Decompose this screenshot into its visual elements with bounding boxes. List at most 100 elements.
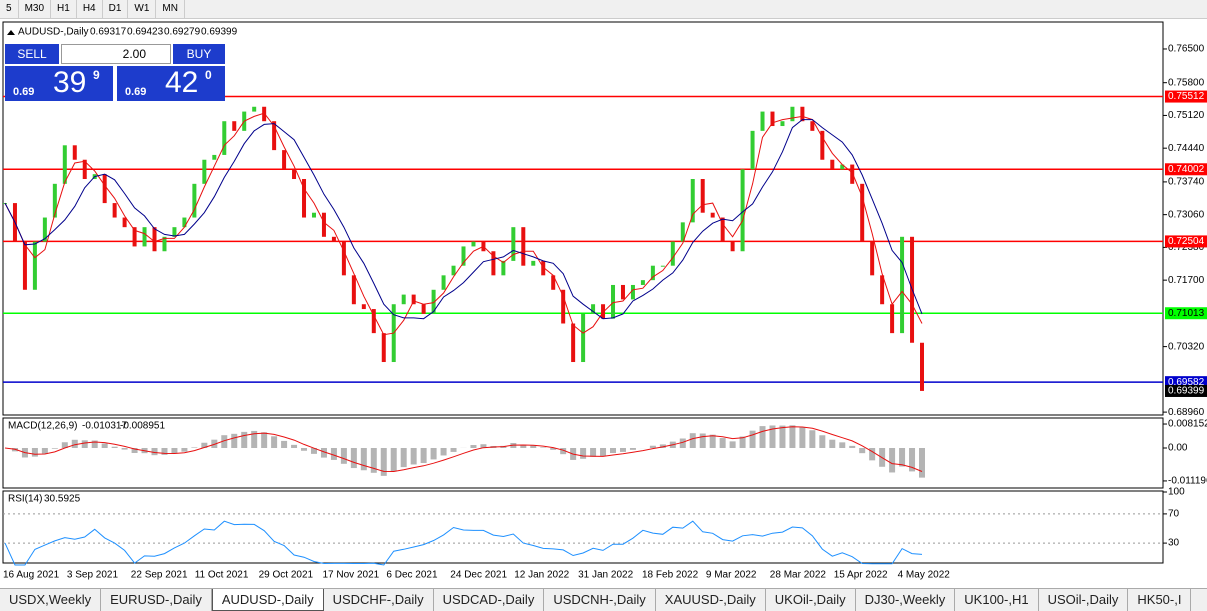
y-tick-label: 0.68960 bbox=[1168, 407, 1205, 418]
timeframe-button[interactable]: 5 bbox=[0, 0, 19, 18]
macd-bar bbox=[540, 447, 546, 448]
macd-bar bbox=[799, 427, 805, 448]
chart-tab[interactable]: USDCHF-,Daily bbox=[324, 589, 434, 611]
candle bbox=[452, 266, 456, 276]
buy-button[interactable]: BUY bbox=[173, 44, 225, 64]
macd-bar bbox=[819, 435, 825, 448]
price-pip: 9 bbox=[93, 68, 100, 82]
macd-bar bbox=[859, 448, 865, 453]
timeframe-button[interactable]: W1 bbox=[128, 0, 156, 18]
macd-bar bbox=[690, 433, 696, 448]
sell-button[interactable]: SELL bbox=[5, 44, 59, 64]
timeframe-button[interactable]: H4 bbox=[77, 0, 103, 18]
chart-tab[interactable]: HK50-,I bbox=[1128, 589, 1191, 611]
date-label: 28 Mar 2022 bbox=[770, 570, 827, 581]
sell-price[interactable]: 0.69 39 9 bbox=[5, 66, 113, 101]
macd-bar bbox=[301, 448, 307, 451]
candle bbox=[202, 160, 206, 184]
macd-bar bbox=[899, 448, 905, 467]
macd-bar bbox=[470, 445, 476, 448]
chart-tab[interactable]: USDCAD-,Daily bbox=[434, 589, 545, 611]
macd-bar bbox=[700, 433, 706, 448]
chart-tab[interactable]: USDX,Weekly bbox=[0, 589, 101, 611]
candle bbox=[282, 150, 286, 169]
macd-bar bbox=[789, 425, 795, 448]
candle bbox=[212, 155, 216, 160]
y-tick-label: 70 bbox=[1168, 509, 1180, 520]
level-label: 0.72504 bbox=[1168, 236, 1205, 247]
chart-tab[interactable]: UKOil-,Daily bbox=[766, 589, 856, 611]
chart-tab[interactable]: USOil-,Daily bbox=[1039, 589, 1129, 611]
y-tick-label: -0.011196 bbox=[1168, 476, 1207, 487]
chart-tab[interactable]: EURUSD-,Daily bbox=[101, 589, 212, 611]
candle bbox=[362, 304, 366, 309]
macd-bar bbox=[710, 435, 716, 448]
macd-bar bbox=[281, 441, 287, 448]
candle bbox=[422, 304, 426, 314]
macd-bar bbox=[530, 446, 536, 448]
date-label: 22 Sep 2021 bbox=[131, 570, 188, 581]
macd-bar bbox=[441, 448, 447, 455]
candle bbox=[402, 295, 406, 305]
macd-bar bbox=[102, 443, 108, 448]
moving-average bbox=[5, 120, 922, 319]
chart-tab[interactable]: AUDUSD-,Daily bbox=[212, 589, 324, 611]
macd-bar bbox=[291, 445, 297, 448]
level-label: 0.75512 bbox=[1168, 91, 1205, 102]
candle bbox=[232, 121, 236, 131]
macd-bar bbox=[650, 446, 656, 448]
candle bbox=[770, 112, 774, 126]
chart-tab[interactable]: XAUUSD-,Daily bbox=[656, 589, 766, 611]
chart-tab[interactable]: USDCNH-,Daily bbox=[544, 589, 655, 611]
y-tick-label: 0.70320 bbox=[1168, 341, 1205, 352]
rsi-label: RSI(14) bbox=[8, 494, 42, 505]
macd-bar bbox=[191, 447, 197, 448]
candle bbox=[671, 242, 675, 266]
macd-bar bbox=[720, 438, 726, 448]
rsi-panel bbox=[3, 491, 1163, 563]
candle bbox=[312, 213, 316, 218]
candle bbox=[521, 227, 525, 266]
candle bbox=[850, 165, 854, 184]
timeframe-button[interactable]: MN bbox=[156, 0, 185, 18]
date-label: 4 May 2022 bbox=[898, 570, 951, 581]
timeframe-button[interactable]: D1 bbox=[103, 0, 129, 18]
macd-bar bbox=[630, 448, 636, 450]
date-label: 17 Nov 2021 bbox=[323, 570, 380, 581]
macd-bar bbox=[152, 448, 158, 455]
y-tick-label: 100 bbox=[1168, 487, 1185, 498]
candle bbox=[621, 285, 625, 299]
y-tick-label: 0.00 bbox=[1168, 443, 1188, 454]
macd-bar bbox=[730, 441, 736, 448]
candle bbox=[153, 227, 157, 251]
price-pip: 0 bbox=[205, 68, 212, 82]
buy-price[interactable]: 0.69 42 0 bbox=[117, 66, 225, 101]
macd-bar bbox=[590, 448, 596, 457]
macd-bar bbox=[750, 431, 756, 448]
macd-bar bbox=[261, 432, 267, 448]
candle bbox=[701, 179, 705, 213]
candle bbox=[322, 213, 326, 237]
chart-tab[interactable]: UK100-,H1 bbox=[955, 589, 1038, 611]
lots-input[interactable]: 2.00 bbox=[61, 44, 171, 64]
timeframe-button[interactable]: H1 bbox=[51, 0, 77, 18]
macd-label: MACD(12,26,9) bbox=[8, 421, 77, 432]
candle bbox=[631, 285, 635, 299]
macd-bar bbox=[32, 448, 38, 457]
macd-bar bbox=[839, 442, 845, 448]
macd-bar bbox=[122, 448, 128, 450]
macd-bar bbox=[241, 432, 247, 448]
level-label: 0.74002 bbox=[1168, 164, 1205, 175]
candle bbox=[143, 227, 147, 246]
macd-bar bbox=[271, 436, 277, 448]
macd-bar bbox=[52, 448, 58, 449]
macd-bar bbox=[600, 448, 606, 456]
symbol: AUDUSD-,Daily bbox=[18, 27, 89, 38]
macd-bar bbox=[809, 430, 815, 448]
macd-bar bbox=[181, 448, 187, 452]
chart-tab[interactable]: DJ30-,Weekly bbox=[856, 589, 956, 611]
timeframe-button[interactable]: M30 bbox=[19, 0, 51, 18]
candle bbox=[641, 280, 645, 285]
